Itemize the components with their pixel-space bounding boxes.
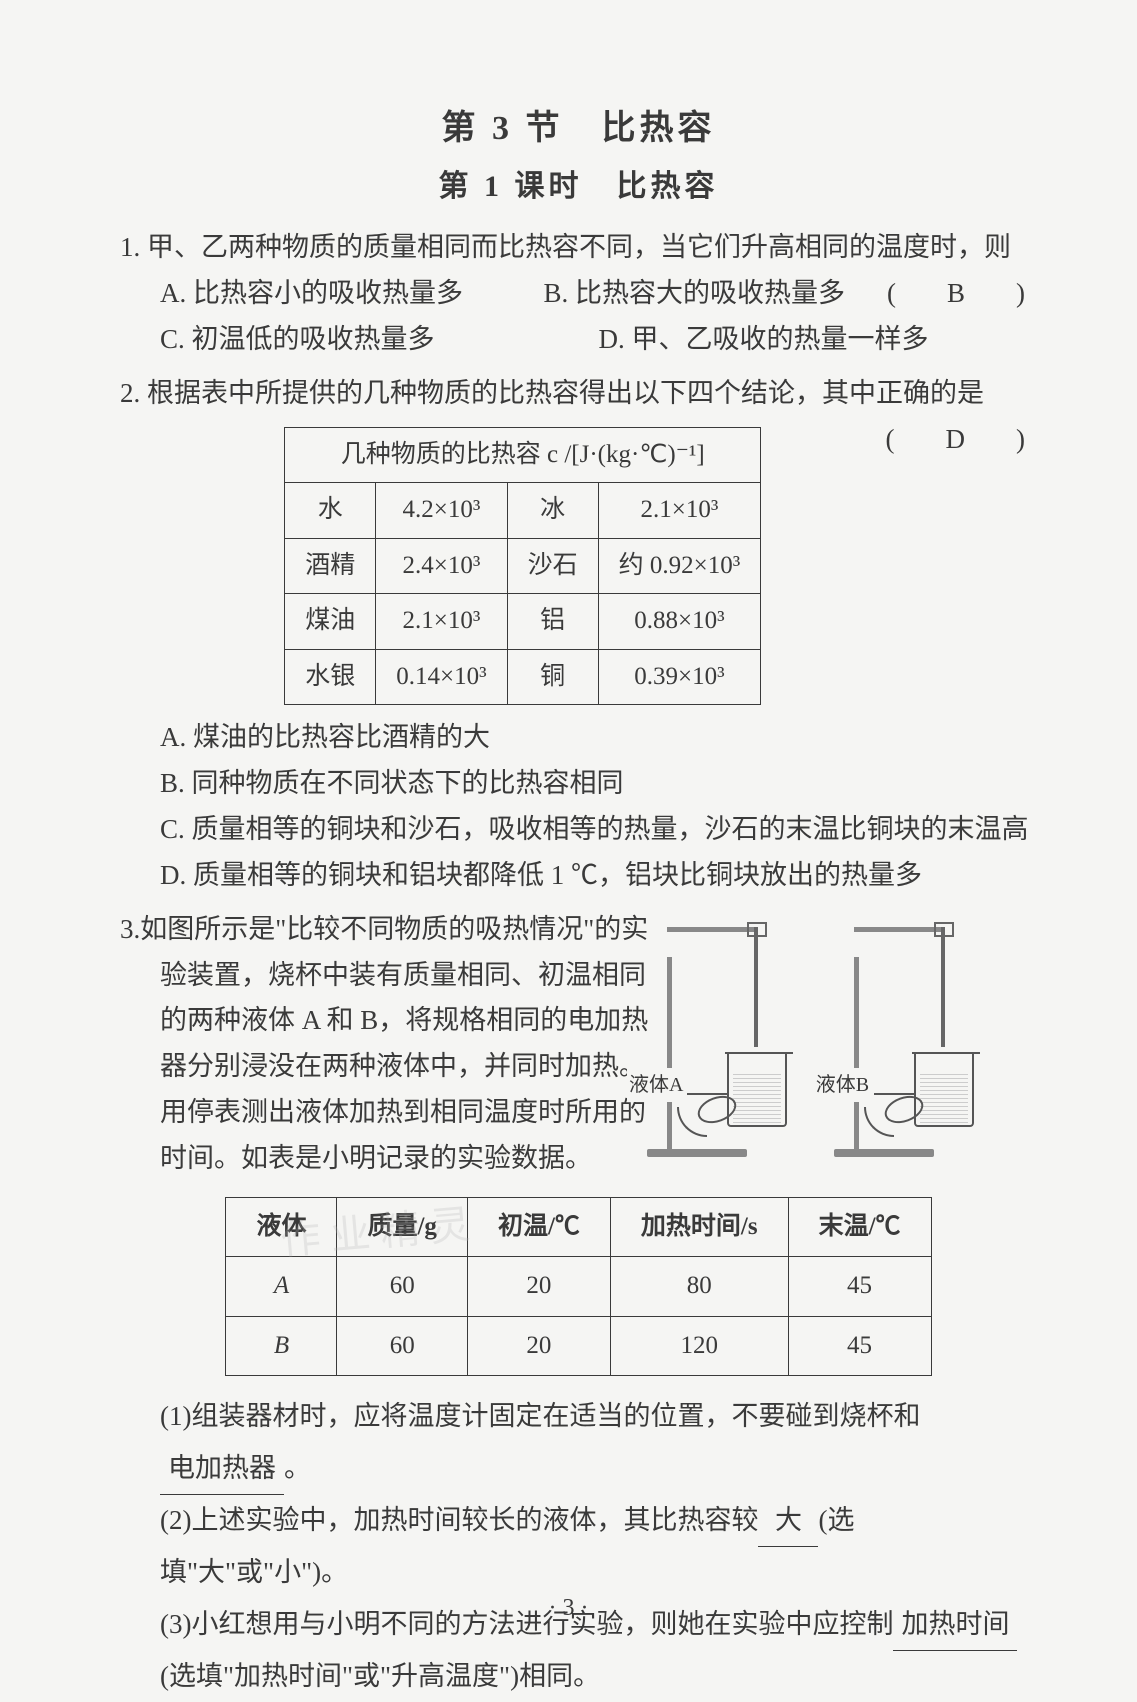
- q3-num: 3.: [120, 914, 140, 944]
- table-row: 水4.2×10³冰2.1×10³: [285, 483, 761, 539]
- table-row: B 60 20 120 45: [226, 1316, 931, 1376]
- q1-optB: B. 比热容大的吸收热量多: [543, 271, 926, 317]
- q3-sub1: (1)组装器材时，应将温度计固定在适当的位置，不要碰到烧杯和电加热器。: [120, 1391, 1037, 1495]
- q1-stem: 1. 甲、乙两种物质的质量相同而比热容不同，当它们升高相同的温度时，则 ( B …: [120, 225, 1037, 271]
- heater-cord-icon: [677, 1107, 707, 1137]
- q1-optC: C. 初温低的吸收热量多: [160, 317, 599, 363]
- liquid-B-label: 液体B: [814, 1068, 871, 1102]
- liquid-icon: [920, 1073, 968, 1123]
- q2-text: 根据表中所提供的几种物质的比热容得出以下四个结论，其中正确的是: [147, 378, 984, 408]
- stand-base-icon: [647, 1149, 747, 1157]
- thermometer-icon: [754, 927, 758, 1047]
- apparatus-A: 液体A: [637, 907, 817, 1167]
- liquid-icon: [733, 1073, 781, 1123]
- section-title: 第 3 节 比热容: [120, 100, 1037, 149]
- q2-optD: D. 质量相等的铜块和铝块都降低 1 ℃，铝块比铜块放出的热量多: [120, 853, 1037, 899]
- q3-sub2-blank: 大: [758, 1495, 818, 1547]
- apparatus-B: 液体B: [824, 907, 1004, 1167]
- q3-table: 液体 质量/g 初温/℃ 加热时间/s 末温/℃ A 60 20 80 45 B…: [225, 1197, 931, 1377]
- table-row: A 60 20 80 45: [226, 1257, 931, 1317]
- q2-optA: A. 煤油的比热容比酒精的大: [120, 715, 1037, 761]
- q2-optB: B. 同种物质在不同状态下的比热容相同: [120, 761, 1037, 807]
- question-2: 2. 根据表中所提供的几种物质的比热容得出以下四个结论，其中正确的是 ( D )…: [120, 371, 1037, 899]
- q1-options-row2: C. 初温低的吸收热量多 D. 甲、乙吸收的热量一样多: [120, 317, 1037, 363]
- q2-table: 几种物质的比热容 c /[J·(kg·℃)⁻¹] 水4.2×10³冰2.1×10…: [284, 427, 761, 706]
- q3-sub1-blank: 电加热器: [160, 1443, 284, 1495]
- q1-optD: D. 甲、乙吸收的热量一样多: [599, 317, 1038, 363]
- q1-text: 甲、乙两种物质的质量相同而比热容不同，当它们升高相同的温度时，则: [147, 232, 1011, 262]
- table-header-row: 液体 质量/g 初温/℃ 加热时间/s 末温/℃: [226, 1197, 931, 1257]
- table-row: 煤油2.1×10³铝0.88×10³: [285, 594, 761, 650]
- beaker-icon: [914, 1052, 974, 1127]
- table-row: 酒精2.4×10³沙石约 0.92×10³: [285, 538, 761, 594]
- question-1: 1. 甲、乙两种物质的质量相同而比热容不同，当它们升高相同的温度时，则 ( B …: [120, 225, 1037, 363]
- apparatus-diagram: 液体A 液体B: [637, 907, 1017, 1187]
- q1-answer: ( B ): [927, 271, 1037, 317]
- q3-stem: 3.如图所示是"比较不同物质的吸热情况"的实验装置，烧杯中装有质量相同、初温相同…: [120, 907, 650, 1182]
- q3-sub2: (2)上述实验中，加热时间较长的液体，其比热容较大(选填"大"或"小")。: [120, 1495, 1037, 1599]
- thermometer-icon: [941, 927, 945, 1047]
- page-number: · 3 ·: [0, 1595, 1137, 1622]
- stand-base-icon: [834, 1149, 934, 1157]
- stand-pole-icon: [854, 957, 859, 1157]
- pointer-line-icon: [687, 1093, 727, 1095]
- q1-options-row1: A. 比热容小的吸收热量多 B. 比热容大的吸收热量多: [120, 271, 927, 317]
- q1-optA: A. 比热容小的吸收热量多: [160, 271, 543, 317]
- stand-arm-icon: [667, 927, 757, 932]
- q2-stem: 2. 根据表中所提供的几种物质的比热容得出以下四个结论，其中正确的是 ( D ): [120, 371, 1037, 417]
- q3-text: 如图所示是"比较不同物质的吸热情况"的实验装置，烧杯中装有质量相同、初温相同的两…: [140, 914, 648, 1173]
- q2-optC: C. 质量相等的铜块和沙石，吸收相等的热量，沙石的末温比铜块的末温高: [120, 807, 1037, 853]
- q2-num: 2.: [120, 378, 140, 408]
- table-row: 水银0.14×10³铜0.39×10³: [285, 649, 761, 705]
- pointer-line-icon: [874, 1093, 914, 1095]
- heater-cord-icon: [864, 1107, 894, 1137]
- q2-answer: ( D ): [926, 417, 1038, 463]
- question-3: 3.如图所示是"比较不同物质的吸热情况"的实验装置，烧杯中装有质量相同、初温相同…: [120, 907, 1037, 1702]
- q1-num: 1.: [120, 232, 140, 262]
- lesson-title: 第 1 课时 比热容: [120, 161, 1037, 205]
- liquid-A-label: 液体A: [627, 1068, 685, 1102]
- stand-pole-icon: [667, 957, 672, 1157]
- stand-arm-icon: [854, 927, 944, 932]
- q2-table-header: 几种物质的比热容 c /[J·(kg·℃)⁻¹]: [285, 427, 761, 483]
- beaker-icon: [727, 1052, 787, 1127]
